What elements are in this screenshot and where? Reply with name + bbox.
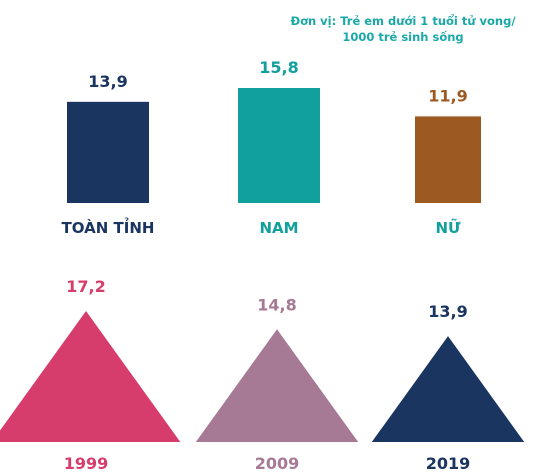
unit-note-line-2: 1000 trẻ sinh sống — [342, 30, 464, 44]
unit-note: Đơn vị: Trẻ em dưới 1 tuổi tử vong/ 1000… — [262, 13, 544, 45]
triangle-category-label-2: 2019 — [426, 454, 471, 473]
triangle-2 — [371, 336, 525, 442]
triangle-category-label-0: 1999 — [64, 454, 109, 473]
triangle-0 — [0, 311, 181, 442]
unit-note-line-1: Đơn vị: Trẻ em dưới 1 tuổi tử vong/ — [290, 14, 516, 28]
bar-category-label-0: TOÀN TỈNH — [62, 216, 155, 237]
triangle-category-label-1: 2009 — [255, 454, 300, 473]
bar-category-label-2: NỮ — [435, 218, 461, 237]
bar-category-label-1: NAM — [259, 219, 298, 237]
bar-1 — [238, 88, 320, 203]
bar-value-label-1: 15,8 — [259, 58, 298, 77]
triangle-value-label-0: 17,2 — [66, 277, 105, 296]
triangle-1 — [195, 329, 359, 442]
bar-value-label-2: 11,9 — [428, 86, 467, 105]
triangle-value-label-1: 14,8 — [257, 295, 296, 314]
bar-2 — [415, 116, 481, 203]
bar-0 — [67, 101, 149, 203]
bar-value-label-0: 13,9 — [88, 72, 127, 91]
triangle-value-label-2: 13,9 — [428, 302, 467, 321]
